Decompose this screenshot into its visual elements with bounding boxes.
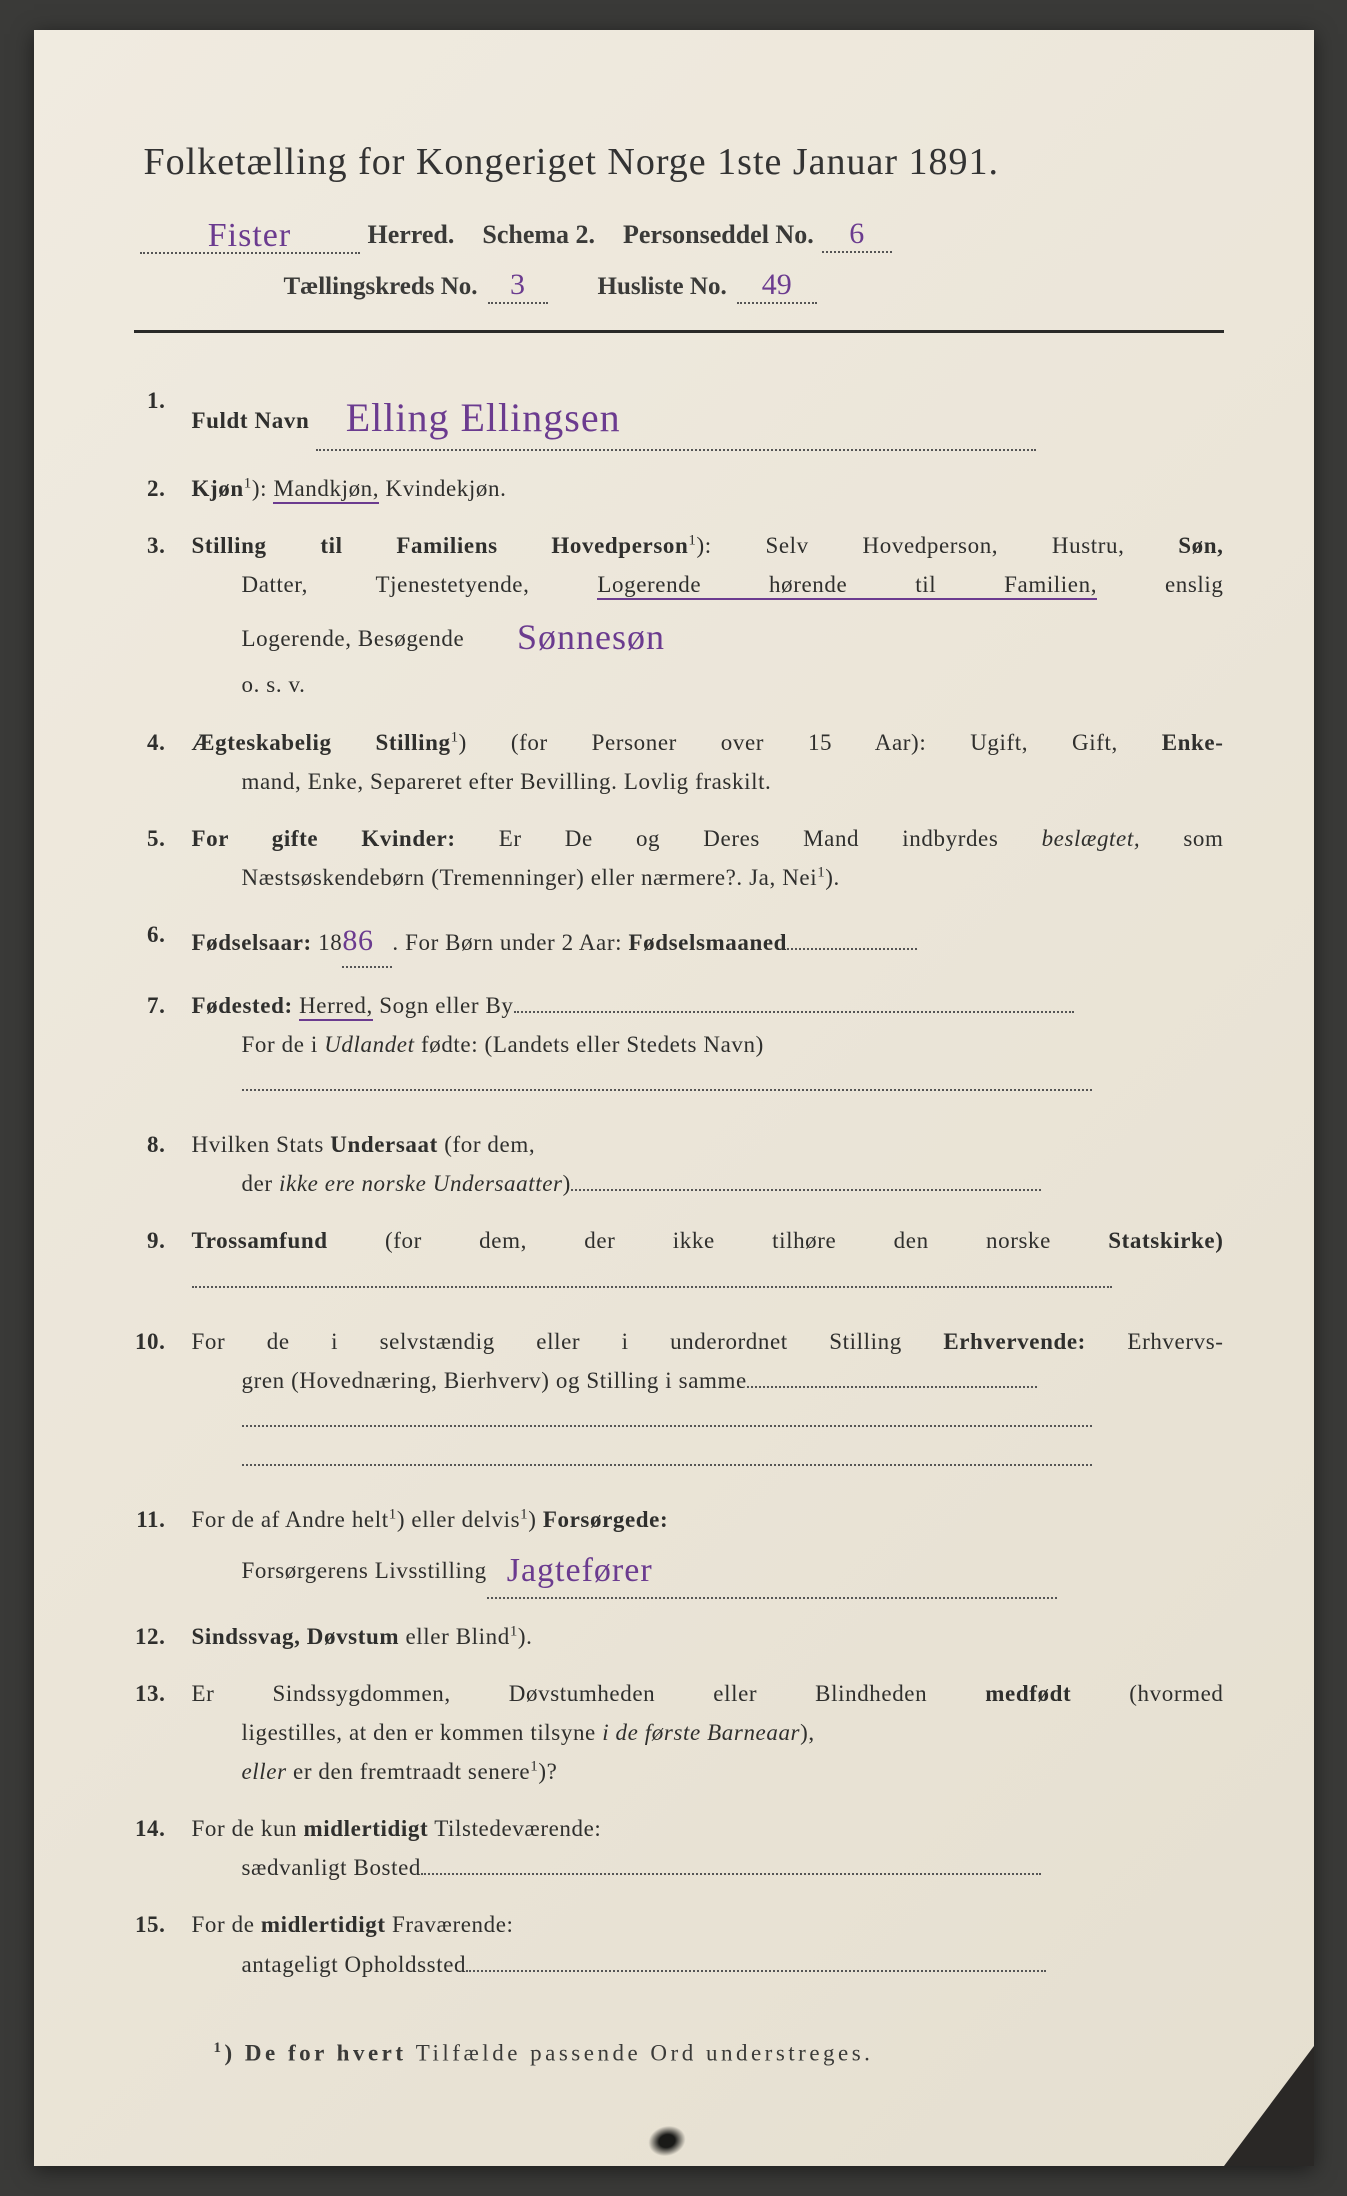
ink-smudge	[645, 2122, 689, 2161]
kreds-label: Tællingskreds No.	[284, 273, 478, 301]
item-8: 8. Hvilken Stats Undersaat (for dem, der…	[134, 1125, 1224, 1203]
item-2: 2. Kjøn1): Mandkjøn, Kvindekjøn.	[134, 469, 1224, 508]
personseddel-no: 6	[822, 217, 892, 253]
schema-label: Schema 2.	[482, 220, 595, 250]
forsorger-field: Jagtefører	[487, 1539, 1057, 1599]
husliste-no: 49	[737, 268, 817, 304]
item-13: 13. Er Sindssygdommen, Døvstumheden elle…	[134, 1674, 1224, 1791]
page-title: Folketælling for Kongeriget Norge 1ste J…	[134, 140, 1224, 184]
item-11: 11. For de af Andre helt1) eller delvis1…	[134, 1500, 1224, 1599]
personseddel-label: Personseddel No.	[623, 220, 814, 250]
item-6: 6. Fødselsaar: 1886. For Børn under 2 Aa…	[134, 915, 1224, 968]
item-7: 7. Fødested: Herred, Sogn eller By For d…	[134, 986, 1224, 1103]
census-form-page: Folketælling for Kongeriget Norge 1ste J…	[34, 30, 1314, 2166]
item-5: 5. For gifte Kvinder: Er De og Deres Man…	[134, 819, 1224, 897]
item-12: 12. Sindssvag, Døvstum eller Blind1).	[134, 1617, 1224, 1656]
item-10: 10. For de i selvstændig eller i underor…	[134, 1322, 1224, 1478]
husliste-label: Husliste No.	[598, 273, 727, 301]
navn-field: Elling Ellingsen	[316, 381, 1036, 451]
header-row-2: Tællingskreds No. 3 Husliste No. 49	[134, 268, 1224, 304]
item-1: 1. Fuldt Navn Elling Ellingsen	[134, 381, 1224, 451]
stilling-selected: Logerende hørende til Familien,	[597, 572, 1097, 600]
stilling-hand: Sønnesøn	[517, 607, 665, 668]
divider	[134, 330, 1224, 333]
footnote: 1) De for hvert Tilfælde passende Ord un…	[134, 2040, 1224, 2067]
item-4: 4. Ægteskabelig Stilling1) (for Personer…	[134, 723, 1224, 801]
item-9: 9. Trossamfund (for dem, der ikke tilhør…	[134, 1221, 1224, 1299]
fodselaar-field: 86	[342, 915, 392, 968]
label-navn: Fuldt Navn	[192, 408, 310, 433]
item-14: 14. For de kun midlertidigt Tilstedevære…	[134, 1809, 1224, 1887]
fodested-selected: Herred,	[299, 993, 373, 1021]
kjon-selected: Mandkjøn,	[273, 476, 379, 504]
header-row-1: Fister Herred. Schema 2. Personseddel No…	[134, 214, 1224, 254]
herred-field: Fister	[140, 214, 360, 254]
dark-corner	[1224, 2046, 1314, 2166]
herred-label: Herred.	[368, 220, 455, 250]
item-15: 15. For de midlertidigt Fraværende: anta…	[134, 1905, 1224, 1983]
item-3: 3. Stilling til Familiens Hovedperson1):…	[134, 526, 1224, 704]
kreds-no: 3	[488, 268, 548, 304]
form-list: 1. Fuldt Navn Elling Ellingsen 2. Kjøn1)…	[134, 381, 1224, 1984]
